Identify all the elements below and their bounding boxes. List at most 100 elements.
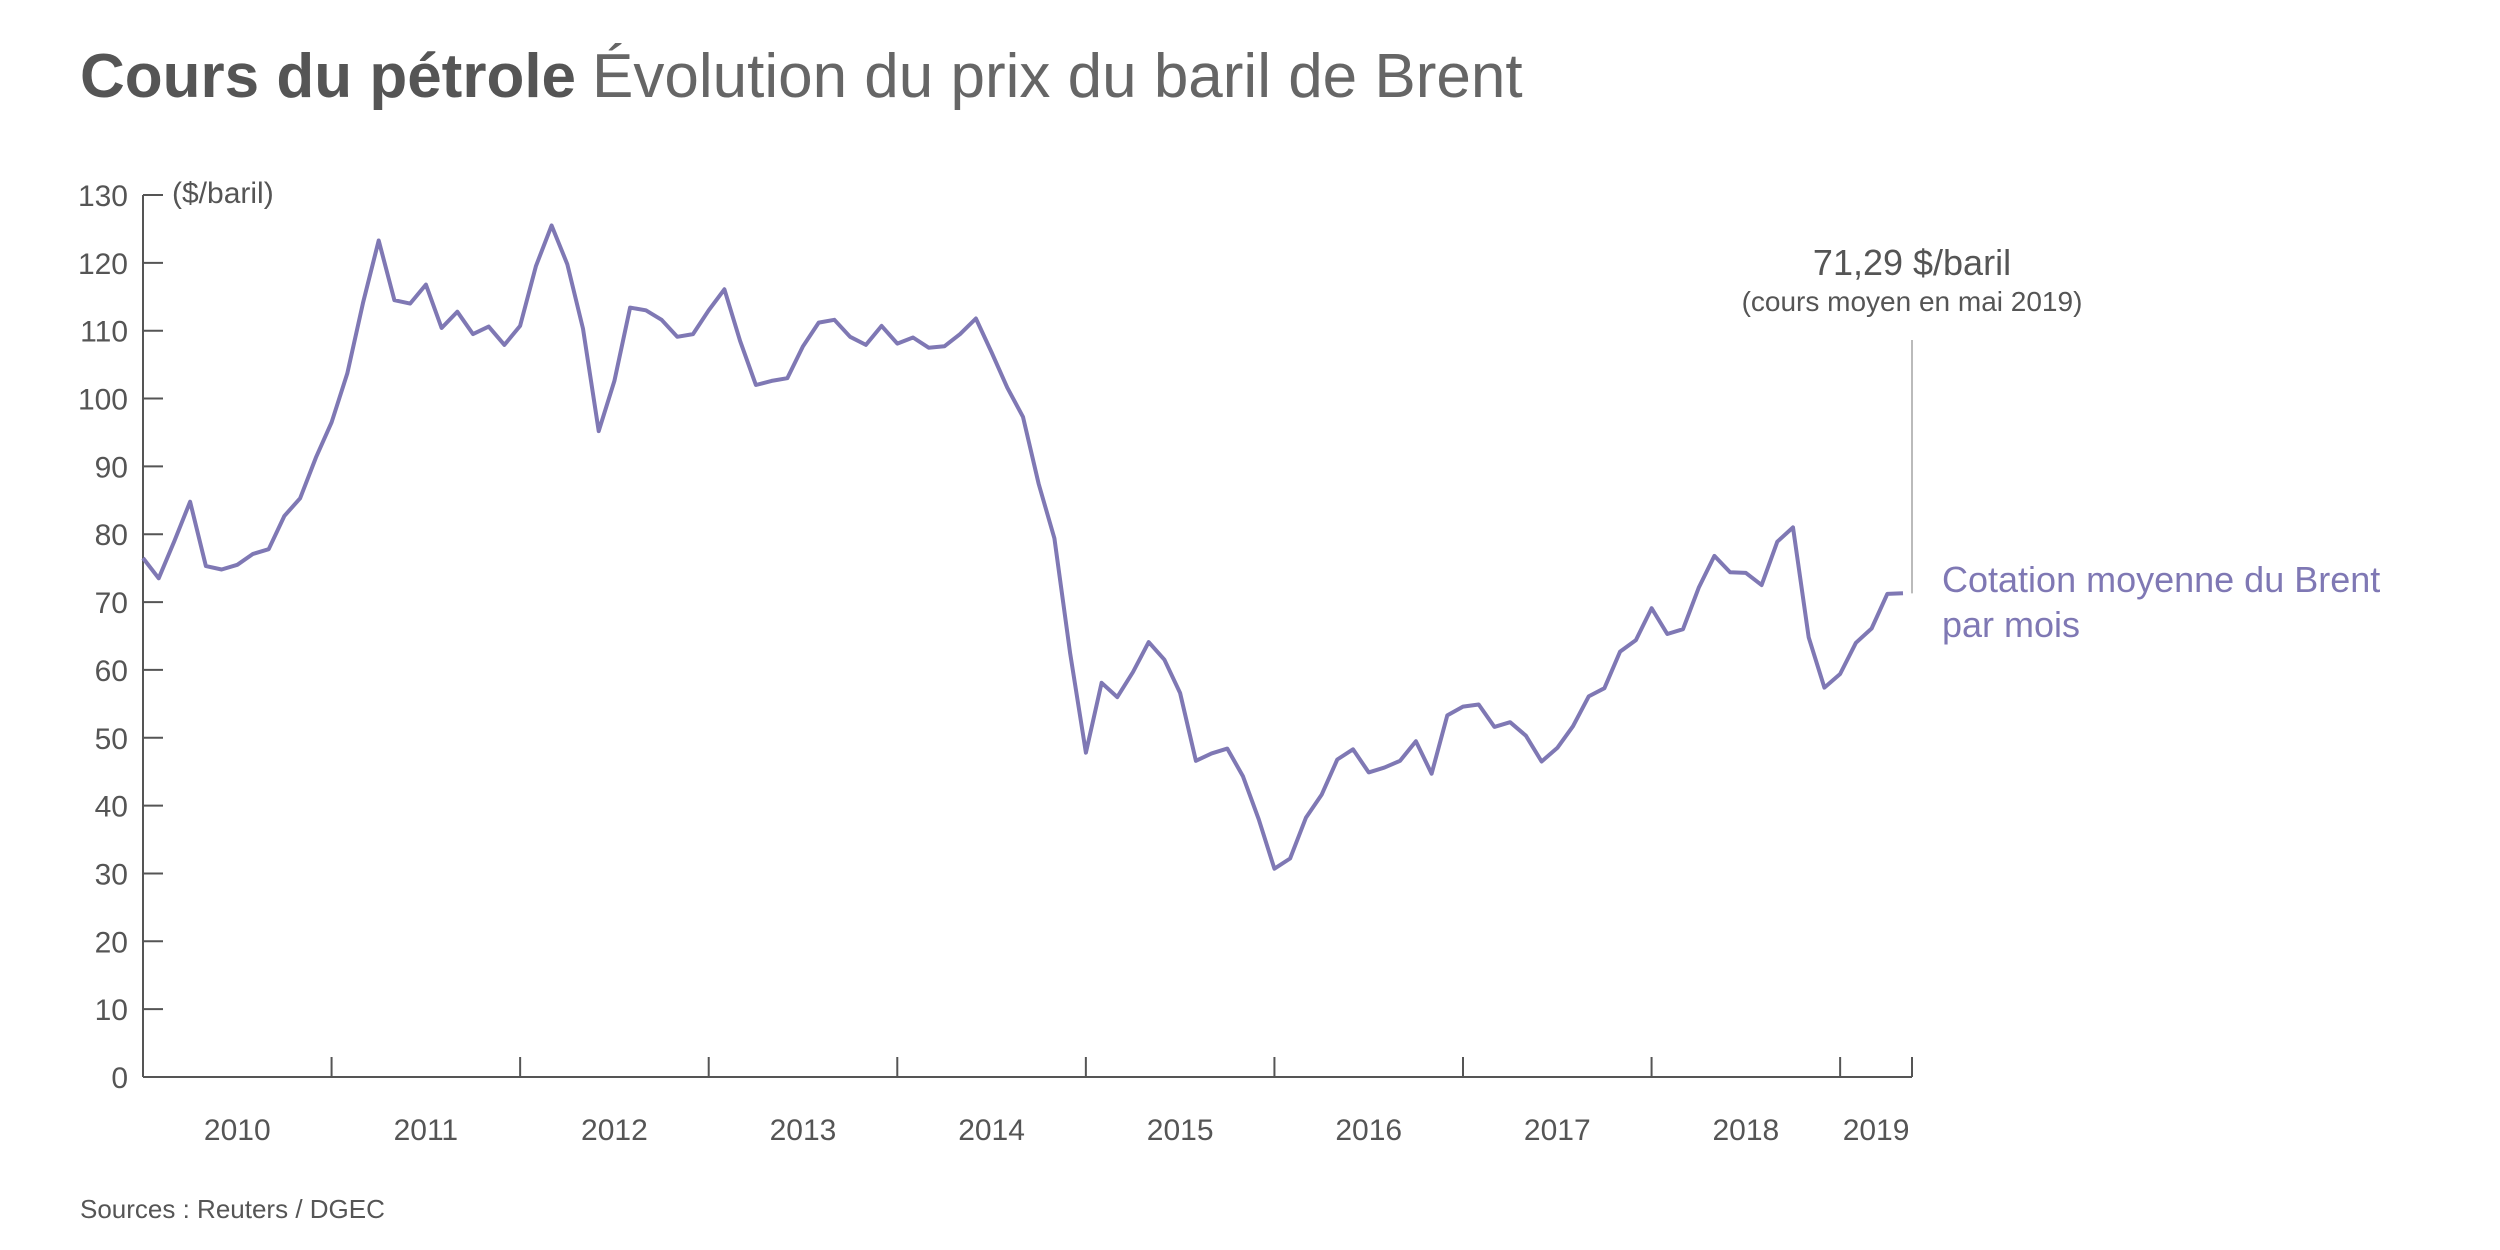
- data-point: [1807, 635, 1811, 639]
- series-points: [141, 224, 1905, 871]
- data-point: [880, 324, 884, 328]
- annotation-note: (cours moyen en mai 2019): [1742, 286, 2083, 317]
- y-tick-label: 40: [95, 791, 128, 824]
- data-point: [251, 552, 255, 556]
- data-point: [220, 568, 224, 572]
- data-point: [1335, 758, 1339, 762]
- y-tick-label: 70: [95, 587, 128, 620]
- data-point: [455, 310, 459, 314]
- x-tick-label: 2011: [394, 1114, 459, 1147]
- data-point: [1791, 525, 1795, 529]
- data-point: [1775, 540, 1779, 544]
- data-point: [1822, 686, 1826, 690]
- x-tick-label: 2017: [1524, 1114, 1591, 1147]
- data-point: [1194, 759, 1198, 763]
- data-point: [188, 500, 192, 504]
- data-point: [1304, 816, 1308, 820]
- data-point: [204, 564, 208, 568]
- data-point: [392, 298, 396, 302]
- data-point: [1650, 606, 1654, 610]
- y-tick-label: 80: [95, 519, 128, 552]
- data-point: [282, 514, 286, 518]
- y-axis-unit-label: ($/baril): [172, 177, 274, 210]
- data-point: [848, 335, 852, 339]
- y-tick-label: 90: [95, 451, 128, 484]
- data-point: [864, 343, 868, 347]
- data-point: [1728, 570, 1732, 574]
- data-point: [1524, 734, 1528, 738]
- data-point: [1320, 793, 1324, 797]
- data-point: [1508, 720, 1512, 724]
- data-point: [298, 496, 302, 500]
- source-note: Sources : Reuters / DGEC: [80, 1194, 385, 1224]
- data-point: [487, 325, 491, 329]
- data-point: [345, 371, 349, 375]
- data-point: [314, 456, 318, 460]
- y-tick-label: 50: [95, 723, 128, 756]
- data-point: [518, 324, 522, 328]
- data-point: [1382, 766, 1386, 770]
- data-point: [1838, 672, 1842, 676]
- chart-title: Cours du pétrole Évolution du prix du bar…: [80, 42, 1523, 111]
- x-tick-label: 2012: [581, 1114, 648, 1147]
- data-point: [1147, 640, 1151, 644]
- y-tick-label: 20: [95, 926, 128, 959]
- data-point: [990, 350, 994, 354]
- brent-price-line: [141, 223, 1904, 871]
- data-point: [377, 239, 381, 243]
- title-bold: Cours du pétrole: [80, 42, 576, 111]
- data-point: [1367, 770, 1371, 774]
- data-point: [1351, 747, 1355, 751]
- y-tick-label: 110: [80, 316, 128, 349]
- data-point: [895, 342, 899, 346]
- y-tick-label: 120: [78, 248, 128, 281]
- data-point: [1634, 638, 1638, 642]
- data-point: [754, 383, 758, 387]
- data-point: [1665, 632, 1669, 636]
- y-tick-label: 100: [78, 384, 128, 417]
- y-tick-label: 60: [95, 655, 128, 688]
- x-tick-label: 2015: [1147, 1114, 1214, 1147]
- data-point: [1084, 751, 1088, 755]
- data-point: [502, 343, 506, 347]
- data-point: [974, 317, 978, 321]
- data-point: [1571, 724, 1575, 728]
- x-tick-label: 2019: [1843, 1114, 1910, 1147]
- series-legend-line-1: Cotation moyenne du Brent: [1942, 559, 2380, 600]
- y-tick-label: 130: [78, 180, 128, 213]
- data-point: [644, 308, 648, 312]
- title-subtitle: Évolution du prix du baril de Brent: [592, 42, 1523, 111]
- data-point: [817, 321, 821, 325]
- data-point: [1901, 591, 1905, 595]
- data-point: [612, 379, 616, 383]
- y-tick-label: 30: [95, 858, 128, 891]
- data-point: [157, 576, 161, 580]
- x-tick-label: 2013: [770, 1114, 837, 1147]
- data-point: [770, 379, 774, 383]
- x-tick-label: 2010: [204, 1114, 271, 1147]
- x-tick-label: 2018: [1712, 1114, 1779, 1147]
- data-point: [1021, 415, 1025, 419]
- data-point: [1760, 583, 1764, 587]
- data-point: [707, 308, 711, 312]
- data-point: [424, 283, 428, 287]
- data-point: [1115, 695, 1119, 699]
- data-point: [534, 264, 538, 268]
- data-point: [235, 563, 239, 567]
- data-point: [1414, 739, 1418, 743]
- data-point: [1162, 658, 1166, 662]
- data-point: [1618, 650, 1622, 654]
- data-point: [1210, 751, 1214, 755]
- y-axis: 0 10 20 30 40 50 60 70 80 90 100 110 120 130: [78, 180, 163, 1095]
- data-point: [927, 346, 931, 350]
- data-point: [1540, 760, 1544, 764]
- data-point: [408, 302, 412, 306]
- data-point: [1131, 670, 1135, 674]
- data-point: [1005, 386, 1009, 390]
- data-point: [1178, 691, 1182, 695]
- data-point: [1272, 867, 1276, 871]
- data-point: [1555, 746, 1559, 750]
- series-legend-line-2: par mois: [1942, 604, 2080, 645]
- data-point: [785, 376, 789, 380]
- data-point: [722, 287, 726, 291]
